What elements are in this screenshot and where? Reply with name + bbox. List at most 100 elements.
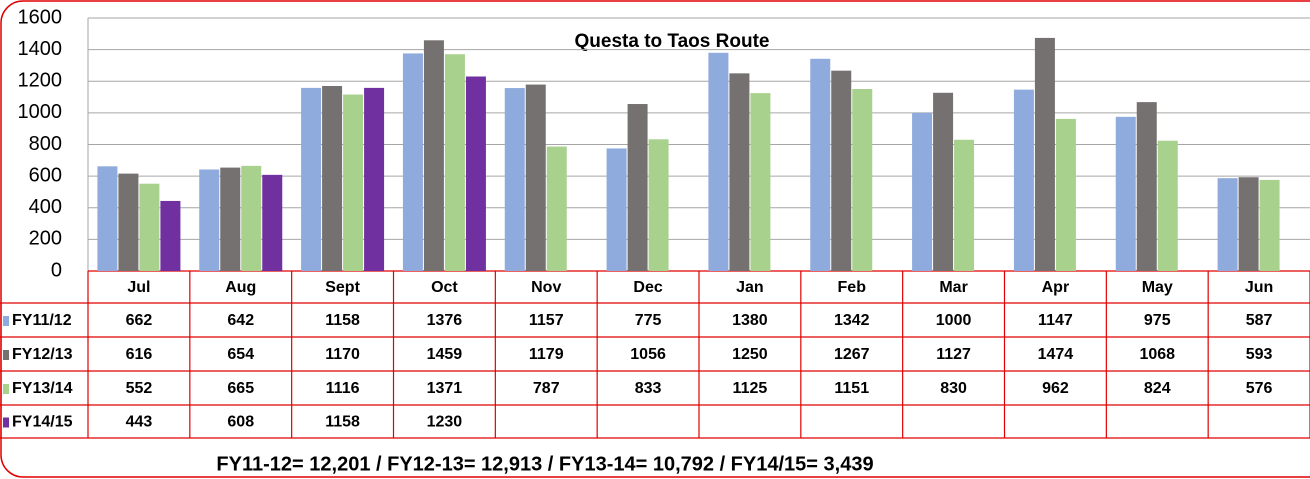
y-tick-label: 600 bbox=[29, 164, 62, 186]
x-tick-label: May bbox=[1142, 279, 1173, 296]
table-cell: 1376 bbox=[427, 312, 463, 329]
bar bbox=[241, 165, 262, 271]
table-cell: 608 bbox=[227, 414, 254, 431]
bar bbox=[810, 58, 831, 271]
bar bbox=[1034, 37, 1055, 271]
bar bbox=[402, 53, 423, 271]
y-tick-label: 1000 bbox=[18, 101, 63, 123]
bar bbox=[118, 173, 139, 271]
bar bbox=[1136, 102, 1157, 271]
table-cell: 833 bbox=[635, 380, 662, 397]
table-cell: 1158 bbox=[325, 414, 360, 431]
table-cell: 1267 bbox=[834, 346, 870, 363]
y-tick-label: 1200 bbox=[18, 70, 63, 92]
x-tick-label: Feb bbox=[838, 279, 867, 296]
bar bbox=[1217, 178, 1238, 271]
table-cell: 1158 bbox=[325, 312, 360, 329]
bar bbox=[627, 104, 648, 272]
y-tick-label: 400 bbox=[29, 196, 62, 218]
table-cell: 1056 bbox=[630, 346, 666, 363]
table-cell: 1125 bbox=[733, 380, 768, 397]
y-tick-label: 800 bbox=[29, 133, 62, 155]
legend-label: FY11/12 bbox=[12, 312, 72, 329]
bar bbox=[160, 200, 181, 271]
bar bbox=[729, 73, 750, 271]
table-cell: 1151 bbox=[834, 380, 869, 397]
table-cell: 593 bbox=[1246, 346, 1273, 363]
bar bbox=[1259, 179, 1280, 271]
legend-label: FY13/14 bbox=[12, 380, 73, 397]
table-cell: 1380 bbox=[732, 312, 768, 329]
bar bbox=[504, 88, 525, 271]
bar bbox=[199, 169, 220, 271]
table-cell: 1459 bbox=[427, 346, 463, 363]
legend-swatch bbox=[3, 384, 9, 394]
y-tick-label: 200 bbox=[29, 228, 62, 250]
y-tick-label: 1600 bbox=[18, 6, 63, 28]
table-cell: 665 bbox=[227, 380, 254, 397]
table-cell: 1127 bbox=[936, 346, 971, 363]
bar bbox=[423, 40, 444, 271]
legend-label: FY14/15 bbox=[12, 414, 73, 431]
table-cell: 1179 bbox=[529, 346, 564, 363]
legend-label: FY12/13 bbox=[12, 346, 73, 363]
table-cell: 1371 bbox=[427, 380, 463, 397]
bar bbox=[750, 93, 771, 271]
table-cell: 787 bbox=[533, 380, 560, 397]
legend-swatch bbox=[3, 316, 9, 326]
x-tick-label: Apr bbox=[1042, 279, 1070, 296]
bar bbox=[1238, 177, 1259, 271]
bar bbox=[933, 92, 954, 271]
table-cell: 587 bbox=[1246, 312, 1273, 329]
table-cell: 1342 bbox=[834, 312, 870, 329]
x-tick-label: Oct bbox=[431, 279, 458, 296]
table-cell: 616 bbox=[126, 346, 153, 363]
table-cell: 1000 bbox=[936, 312, 972, 329]
table-cell: 1157 bbox=[529, 312, 564, 329]
bar bbox=[301, 87, 322, 271]
table-cell: 443 bbox=[126, 414, 153, 431]
table-cell: 1250 bbox=[732, 346, 768, 363]
bar bbox=[1157, 140, 1178, 271]
table-cell: 1147 bbox=[1038, 312, 1073, 329]
table-cell: 962 bbox=[1042, 380, 1069, 397]
table-cell: 1170 bbox=[325, 346, 360, 363]
bar bbox=[139, 183, 160, 271]
bar bbox=[364, 87, 385, 271]
x-tick-label: Mar bbox=[939, 279, 967, 296]
chart-title: Questa to Taos Route bbox=[575, 31, 770, 52]
bar bbox=[546, 146, 567, 271]
table-cell: 654 bbox=[227, 346, 254, 363]
bar bbox=[852, 88, 873, 271]
bar bbox=[465, 76, 486, 271]
bar bbox=[1115, 116, 1136, 271]
bar bbox=[343, 94, 364, 271]
x-tick-label: Dec bbox=[633, 279, 662, 296]
legend-swatch bbox=[3, 350, 9, 360]
bar bbox=[525, 84, 546, 272]
table-cell: 1116 bbox=[326, 380, 360, 397]
table-cell: 775 bbox=[635, 312, 662, 329]
x-tick-label: Sept bbox=[325, 279, 360, 296]
bar bbox=[262, 174, 283, 271]
table-cell: 830 bbox=[940, 380, 967, 397]
bar bbox=[444, 54, 465, 271]
table-cell: 642 bbox=[227, 312, 254, 329]
table-cell: 1474 bbox=[1038, 346, 1074, 363]
bar bbox=[831, 70, 852, 271]
table-cell: 824 bbox=[1144, 380, 1171, 397]
bar bbox=[708, 52, 729, 271]
bar bbox=[220, 167, 241, 271]
table-cell: 576 bbox=[1246, 380, 1273, 397]
table-cell: 975 bbox=[1144, 312, 1171, 329]
x-tick-label: Jun bbox=[1245, 279, 1273, 296]
bar bbox=[97, 166, 118, 271]
y-tick-label: 0 bbox=[51, 259, 62, 281]
legend-swatch bbox=[3, 417, 9, 428]
bar bbox=[1055, 118, 1076, 271]
bar bbox=[606, 148, 627, 271]
y-tick-label: 1400 bbox=[18, 38, 63, 60]
footer-note: FY11-12= 12,201 / FY12-13= 12,913 / FY13… bbox=[216, 453, 873, 475]
bar bbox=[648, 139, 669, 271]
